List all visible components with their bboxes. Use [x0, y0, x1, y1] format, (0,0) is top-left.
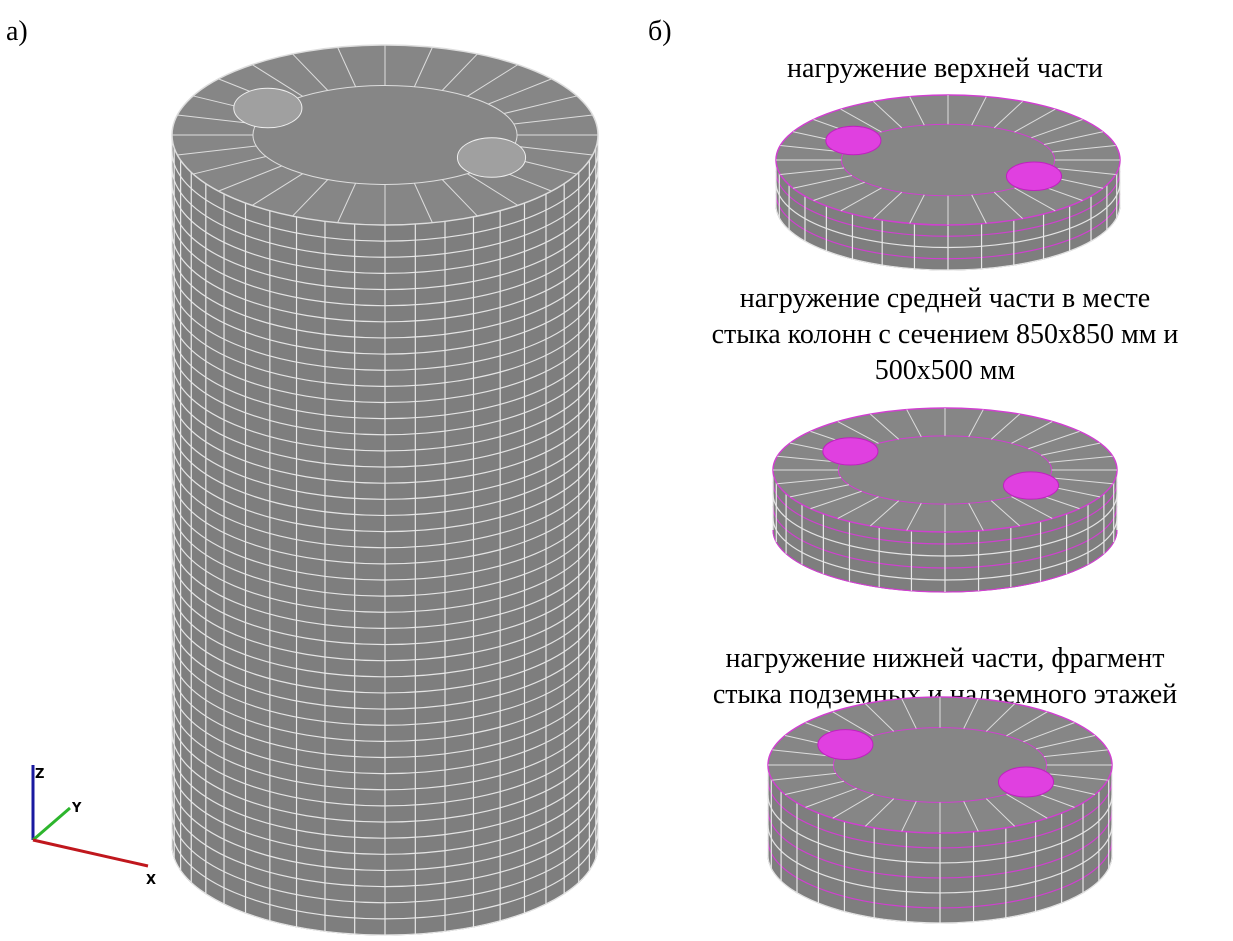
axis-label: Y [71, 801, 82, 816]
axis-label: X [146, 873, 156, 888]
building-model [776, 95, 1120, 270]
caption: 500х500 мм [875, 355, 1016, 386]
x-axis [33, 840, 148, 866]
core-patch [234, 88, 302, 128]
page: {"panels": [ {"label": "а)"}, {"label": … [0, 0, 1233, 941]
building-model [773, 408, 1117, 592]
core-patch [823, 438, 878, 465]
core-patch [1006, 162, 1061, 191]
panel-label: б) [648, 16, 672, 47]
caption: нагружение нижней части, фрагмент [726, 643, 1165, 674]
core-patch [826, 126, 881, 155]
caption: нагружение средней части в месте [740, 283, 1150, 314]
core-patch [818, 730, 873, 760]
panel-label: а) [6, 16, 28, 47]
core-patch [998, 767, 1053, 797]
y-axis [33, 808, 70, 840]
figure: а) б) нагружение верхней части нагружени… [0, 0, 1233, 941]
caption: стыка колонн с сечением 850х850 мм и [712, 319, 1179, 350]
building-model [768, 697, 1112, 923]
core-patch [1003, 472, 1058, 499]
axis-triad: Z Y X [33, 765, 156, 888]
axis-label: Z [35, 767, 44, 782]
core-patch [457, 138, 525, 178]
building-model [172, 45, 598, 935]
caption: нагружение верхней части [787, 53, 1103, 84]
